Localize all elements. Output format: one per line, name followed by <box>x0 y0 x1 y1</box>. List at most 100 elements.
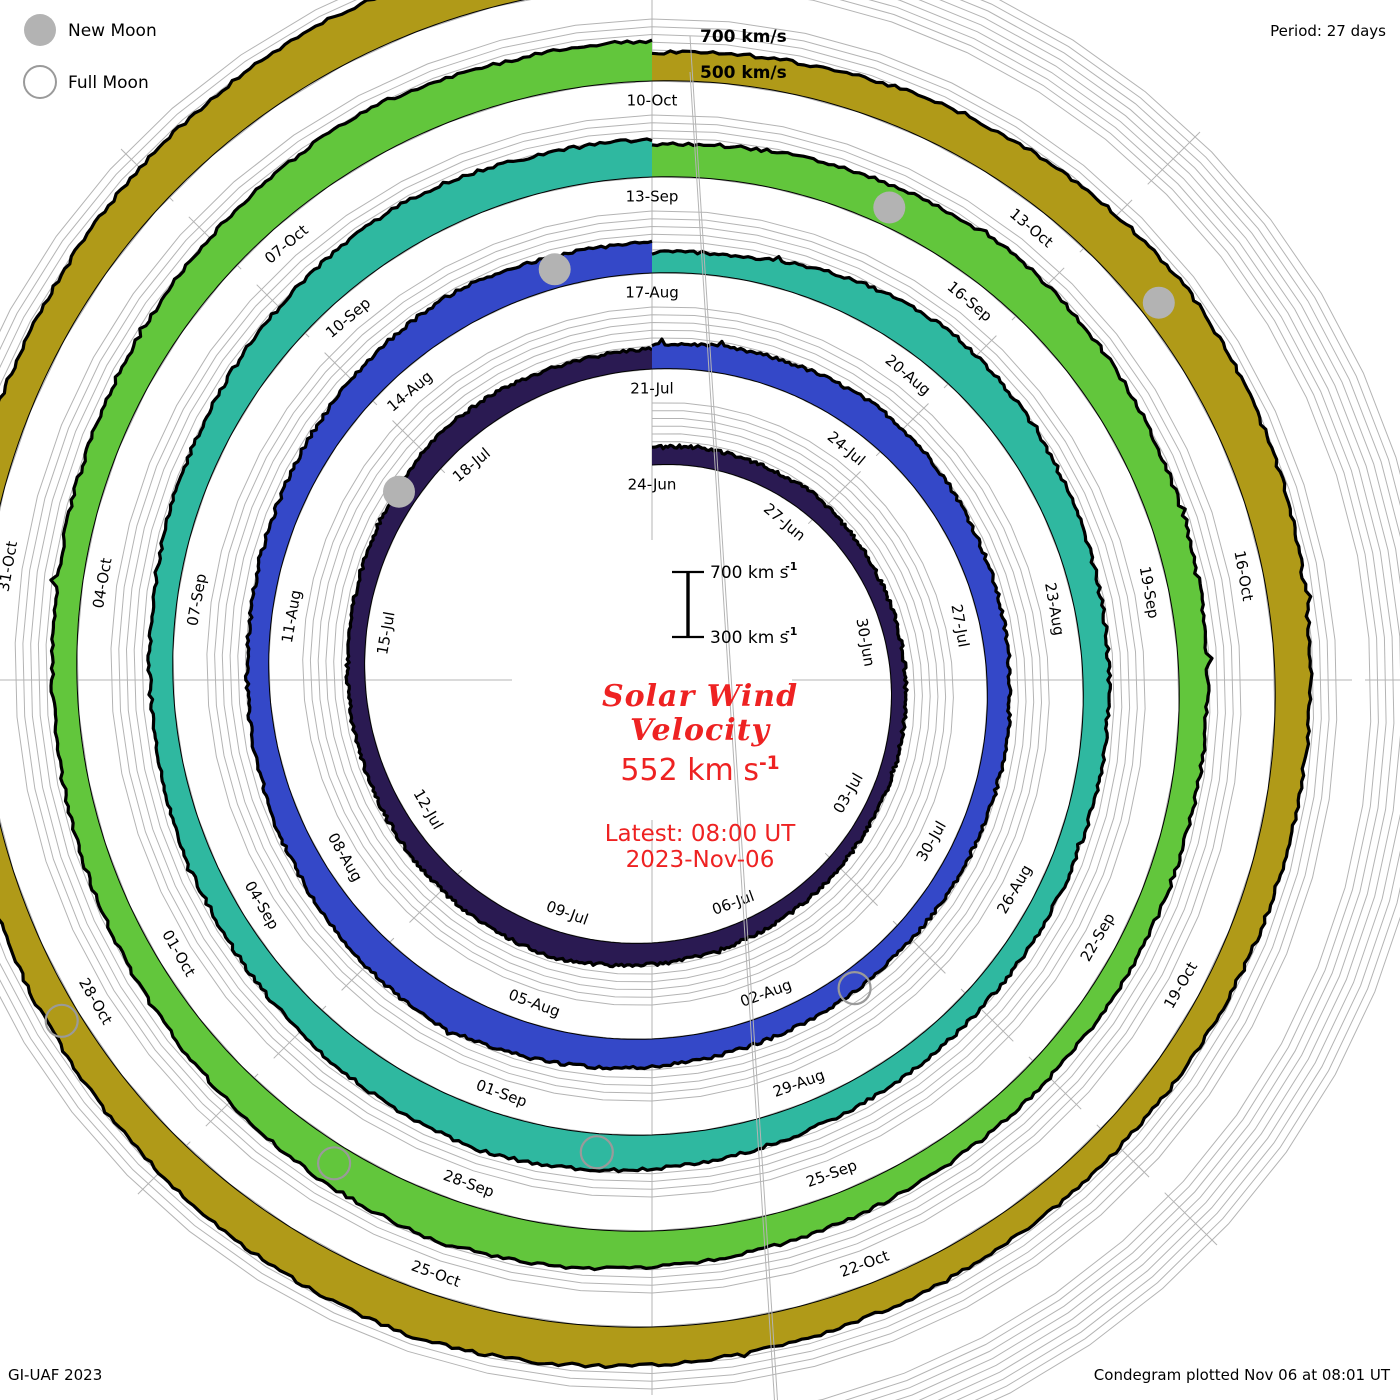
key-scale-min-label-text: 300 km s <box>710 628 789 648</box>
spiral-date-label: 16-Oct <box>1230 549 1257 602</box>
scale-leader-line <box>689 35 778 1400</box>
spiral-date-label: 25-Oct <box>409 1257 463 1291</box>
spiral-data-bands <box>0 0 1314 1370</box>
date-label-text: 07-Sep <box>183 572 210 627</box>
center-latest-value: 552 km s-1 <box>430 753 970 789</box>
spiral-date-label: 06-Jul <box>710 887 757 919</box>
key-scale-max-label: 700 km s-1 <box>710 560 797 583</box>
band-baseline <box>76 80 1180 1232</box>
key-scale-max-label-exponent: -1 <box>785 560 797 573</box>
date-label-text: 24-Jun <box>628 476 677 494</box>
date-label-text: 28-Sep <box>441 1166 497 1201</box>
spiral-date-label: 30-Jun <box>852 617 878 668</box>
date-label-text: 23-Aug <box>1041 581 1068 637</box>
center-title: Solar Wind Velocity <box>430 680 970 747</box>
spiral-date-label: 17-Aug <box>625 284 678 302</box>
radial-scale-label: 500 km/s <box>700 63 787 83</box>
date-label-text: 22-Oct <box>837 1247 891 1281</box>
moon-legend: New Moon Full Moon <box>23 14 157 99</box>
spiral-date-label: 13-Sep <box>626 188 679 206</box>
date-label-text: 06-Jul <box>710 887 757 919</box>
date-label-text: 16-Oct <box>1230 549 1257 602</box>
key-scale-min-label: 300 km s-1 <box>710 625 797 648</box>
new-moon-icon <box>24 14 56 46</box>
center-title-line1: Solar Wind <box>601 679 799 714</box>
new-moon-icon <box>383 475 415 508</box>
spiral-date-label: 24-Jun <box>628 476 677 494</box>
full-moon-icon <box>317 1146 352 1181</box>
date-label-text: 27-Jul <box>947 603 972 649</box>
legend-label: Full Moon <box>68 73 149 93</box>
velocity-trace <box>49 38 1214 1272</box>
date-label-text: 10-Oct <box>627 92 678 110</box>
spiral-date-label: 28-Sep <box>441 1166 497 1201</box>
center-value-exponent: -1 <box>758 753 780 775</box>
spiral-date-label: 05-Aug <box>506 986 562 1021</box>
spiral-date-label: 11-Aug <box>278 589 305 645</box>
date-label-text: 21-Jul <box>630 380 673 398</box>
spiral-date-label: 01-Sep <box>474 1076 530 1111</box>
date-label-text: 17-Aug <box>625 284 678 302</box>
date-label-text: 31-Oct <box>0 540 21 593</box>
spiral-date-label: 22-Oct <box>837 1247 891 1281</box>
credit-label: GI-UAF 2023 <box>8 1366 103 1384</box>
date-label-text: 11-Aug <box>278 589 305 645</box>
new-moon-icon <box>538 253 571 286</box>
radial-scale-label: 700 km/s <box>700 27 787 47</box>
spiral-date-label: 19-Sep <box>1136 565 1163 620</box>
velocity-trace <box>243 239 1013 1071</box>
band-baseline <box>172 176 1084 1136</box>
center-annotation: Solar Wind Velocity 552 km s-1 Latest: 0… <box>430 680 970 873</box>
date-label-text: 09-Jul <box>544 897 591 929</box>
velocity-trace <box>146 137 1113 1174</box>
new-moon-icon <box>1142 286 1175 319</box>
date-label-text: 02-Aug <box>738 975 794 1010</box>
band-baseline <box>364 368 892 944</box>
spiral-date-label: 27-Jul <box>947 603 972 649</box>
radial-spoke <box>824 852 1218 1246</box>
full-moon-icon <box>44 1003 79 1038</box>
spiral-date-label: 07-Sep <box>183 572 210 627</box>
spiral-date-label: 31-Oct <box>0 540 21 593</box>
velocity-trace <box>0 0 1314 1370</box>
center-value-text: 552 km s <box>620 753 759 789</box>
spiral-date-label: 04-Oct <box>89 556 116 609</box>
spiral-date-label: 21-Jul <box>630 380 673 398</box>
scale-leader-line <box>689 71 775 1400</box>
key-scale-max-label-text: 700 km s <box>710 563 789 583</box>
spiral-date-label: 23-Aug <box>1041 581 1068 637</box>
center-title-line2: Velocity <box>630 712 770 748</box>
spiral-date-label: 25-Sep <box>804 1156 860 1191</box>
legend-label: New Moon <box>68 21 157 41</box>
new-moon-icon <box>873 191 906 224</box>
date-label-text: 13-Sep <box>626 188 679 206</box>
center-latest-time: Latest: 08:00 UT <box>604 820 796 847</box>
date-label-text: 15-Jul <box>373 610 398 656</box>
full-moon-icon <box>837 970 872 1006</box>
full-moon-icon <box>579 1135 614 1170</box>
date-label-text: 05-Aug <box>506 986 562 1021</box>
period-label: Period: 27 days <box>1270 22 1386 40</box>
moon-phase-markers <box>44 191 1175 1181</box>
key-scale-min-label-exponent: -1 <box>785 625 797 638</box>
spiral-date-label: 29-Aug <box>771 1066 827 1101</box>
spiral-date-label: 15-Jul <box>373 610 398 656</box>
spiral-date-label: 09-Jul <box>544 897 591 929</box>
date-label-text: 19-Sep <box>1136 565 1163 620</box>
plotted-timestamp-label: Condegram plotted Nov 06 at 08:01 UT <box>1093 1366 1390 1384</box>
date-label-text: 04-Oct <box>89 556 116 609</box>
date-label-text: 29-Aug <box>771 1066 827 1101</box>
band-baseline <box>0 0 1276 1328</box>
date-label-text: 25-Oct <box>409 1257 463 1291</box>
center-latest-date: 2023-Nov-06 <box>625 846 775 873</box>
full-moon-icon <box>23 65 57 99</box>
radial-scale-callouts: 700 km/s 500 km/s <box>689 27 787 1400</box>
spiral-date-label: 10-Oct <box>627 92 678 110</box>
spiral-date-label: 02-Aug <box>738 975 794 1010</box>
date-label-text: 01-Sep <box>474 1076 530 1111</box>
